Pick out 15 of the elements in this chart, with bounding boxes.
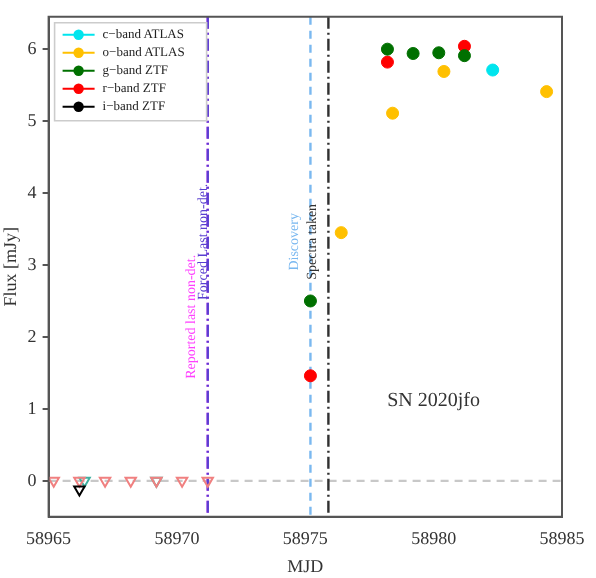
y-tick-label: 6 xyxy=(27,37,38,58)
y-tick-label: 4 xyxy=(27,181,38,202)
y-tick-label: 1 xyxy=(27,397,37,418)
x-tick-label: 58985 xyxy=(539,528,586,549)
y-tick-label: 0 xyxy=(27,469,38,490)
x-axis-title: MJD xyxy=(287,555,325,576)
y-tick-label: 5 xyxy=(27,109,38,130)
x-tick-label: 58965 xyxy=(26,528,73,549)
y-tick-label: 3 xyxy=(27,253,38,274)
y-axis-title: Flux [mJy] xyxy=(0,227,20,307)
x-tick-label: 58970 xyxy=(154,528,201,549)
x-tick-label: 58980 xyxy=(411,528,458,549)
annotation: SN 2020jfo xyxy=(387,390,481,413)
y-tick-label: 2 xyxy=(27,325,37,346)
x-tick-label: 58975 xyxy=(282,528,329,549)
